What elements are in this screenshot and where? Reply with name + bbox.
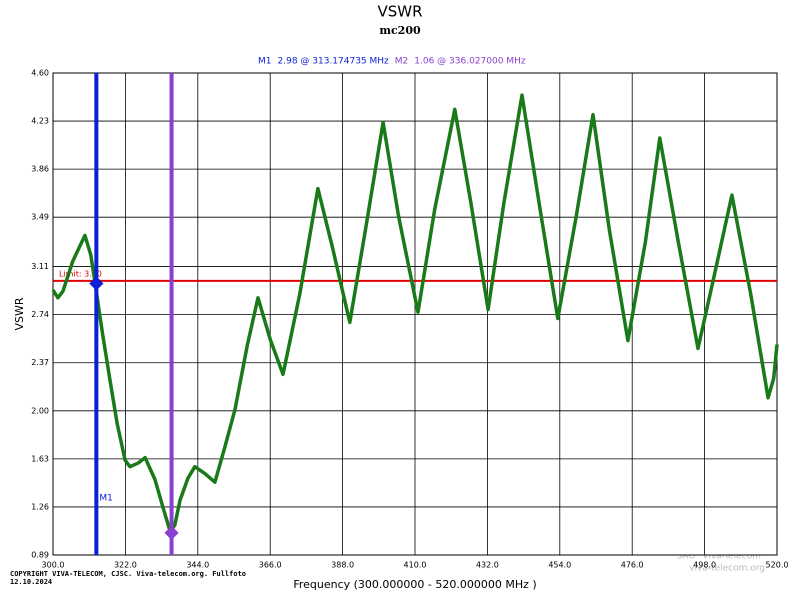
y-tick-label: 3.11 <box>31 262 49 271</box>
vswr-line <box>51 93 779 534</box>
x-tick-label: 366.0 <box>259 561 282 570</box>
marker-point <box>89 276 104 291</box>
y-tick-label: 1.63 <box>31 454 49 463</box>
y-tick-label: 4.60 <box>31 69 49 78</box>
chart-title: VSWR <box>377 3 422 21</box>
x-tick-label: 520.0 <box>766 561 789 570</box>
copyright: COPYRIGHT VIVA-TELECOM, CJSC. Viva-telec… <box>10 570 246 578</box>
x-tick-label: 388.0 <box>331 561 354 570</box>
marker-readout-name: M1 <box>258 57 272 67</box>
marker-label: M1 <box>99 494 113 504</box>
x-axis-label: Frequency (300.000000 - 520.000000 MHz ) <box>293 578 536 591</box>
x-tick-label: 476.0 <box>621 561 644 570</box>
marker-point <box>164 525 179 540</box>
y-tick-label: 2.74 <box>31 310 49 319</box>
marker-readout-name: M2 <box>395 57 409 67</box>
limit-label: Limit: 3.00 <box>59 269 102 278</box>
watermark: viva-telecom.org <box>689 564 765 574</box>
y-tick-label: 0.89 <box>31 551 49 560</box>
y-tick-label: 2.00 <box>31 406 49 415</box>
y-tick-label: 1.26 <box>31 502 49 511</box>
x-tick-label: 454.0 <box>548 561 571 570</box>
x-tick-label: 300.0 <box>42 561 65 570</box>
x-tick-label: 498.0 <box>693 561 716 570</box>
date: 12.10.2024 <box>10 578 52 586</box>
y-axis-label: VSWR <box>13 297 26 330</box>
y-tick-label: 3.49 <box>31 213 49 222</box>
x-tick-label: 344.0 <box>186 561 209 570</box>
chart-subtitle: mc200 <box>379 24 421 37</box>
y-tick-label: 2.37 <box>31 358 49 367</box>
x-tick-label: 410.0 <box>404 561 427 570</box>
x-tick-label: 322.0 <box>114 561 137 570</box>
marker-readout: 2.98 @ 313.174735 MHz <box>278 57 390 67</box>
watermark: SAO "Viva-Telecom" <box>676 552 765 562</box>
y-tick-label: 3.86 <box>31 165 49 174</box>
y-tick-label: 4.23 <box>31 117 49 126</box>
x-tick-label: 432.0 <box>476 561 499 570</box>
marker-readout: 1.06 @ 336.027000 MHz <box>414 57 526 67</box>
